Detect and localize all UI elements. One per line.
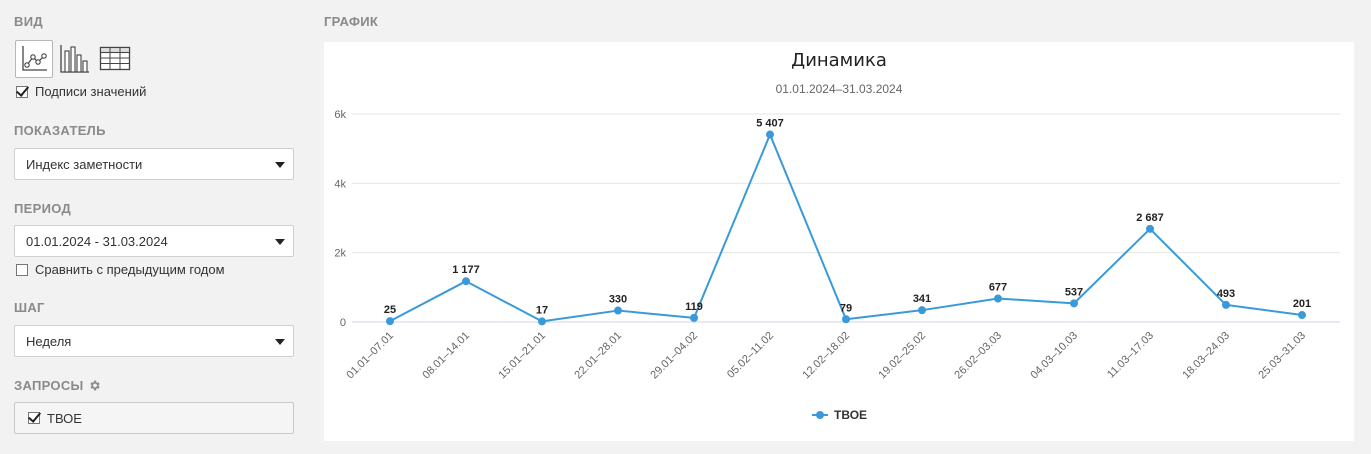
line-chart-view-button[interactable] [15, 40, 53, 78]
view-section-label: ВИД [14, 14, 43, 29]
data-point [766, 130, 774, 139]
metric-select[interactable]: Индекс заметности [14, 148, 294, 180]
query-item-checkbox[interactable] [28, 412, 40, 424]
value-labels-toggle[interactable]: Подписи значений [16, 84, 146, 99]
data-label: 201 [1293, 298, 1311, 310]
x-tick-label: 04.03–10.03 [1028, 330, 1080, 382]
metric-select-value: Индекс заметности [26, 156, 143, 172]
data-point [1222, 300, 1230, 309]
metric-section-label: ПОКАЗАТЕЛЬ [14, 123, 106, 138]
chevron-down-icon [275, 339, 285, 345]
line-chart: 0 2k 4k 6k 01.01–07.01 08.01–14.01 15.01–21.01… [334, 109, 1340, 422]
bar-chart-icon [60, 45, 89, 73]
queries-section-label: ЗАПРОСЫ [14, 378, 101, 393]
x-tick-label: 22.01–28.01 [572, 330, 624, 382]
y-tick-label: 4k [334, 178, 346, 190]
data-point [538, 317, 546, 326]
x-tick-label: 15.01–21.01 [496, 330, 548, 382]
data-label: 1 177 [452, 264, 480, 276]
chevron-down-icon [275, 162, 285, 168]
compare-previous-year-toggle[interactable]: Сравнить с предыдущим годом [16, 262, 225, 277]
y-tick-label: 6k [334, 109, 346, 121]
data-point [994, 294, 1002, 303]
data-label: 79 [840, 302, 852, 314]
period-section-label: ПЕРИОД [14, 201, 72, 216]
data-label: 493 [1217, 288, 1235, 300]
chart-panel: Динамика 01.01.2024–31.03.2024 0 2k 4k 6k 01… [324, 42, 1354, 441]
chart-section-label: ГРАФИК [324, 14, 379, 29]
x-tick-label: 01.01–07.01 [344, 330, 396, 382]
data-label: 341 [913, 293, 931, 305]
x-tick-label: 29.01–04.02 [648, 330, 700, 382]
x-tick-label: 11.03–17.03 [1105, 330, 1156, 381]
compare-previous-year-checkbox[interactable] [16, 263, 28, 276]
x-tick-label: 26.02–03.03 [952, 330, 1004, 382]
data-point [918, 306, 926, 315]
step-select[interactable]: Неделя [14, 325, 294, 357]
value-labels-checkbox-label: Подписи значений [35, 84, 147, 99]
data-label: 537 [1065, 286, 1083, 298]
table-icon [99, 46, 131, 71]
line-chart-icon [22, 46, 47, 71]
x-tick-label: 18.03–24.03 [1180, 330, 1232, 382]
step-section-label: ШАГ [14, 300, 45, 315]
queries-section-label-text: ЗАПРОСЫ [14, 378, 84, 393]
y-tick-label: 0 [340, 317, 346, 329]
data-point [462, 277, 470, 286]
y-tick-label: 2k [334, 248, 346, 260]
query-item-label: ТВОЕ [47, 410, 82, 426]
data-point [690, 313, 698, 322]
period-select-value: 01.01.2024 - 31.03.2024 [26, 233, 168, 249]
data-label: 677 [989, 282, 1007, 294]
bar-chart-view-button[interactable] [55, 40, 93, 78]
legend-label[interactable]: ТВОЕ [834, 408, 867, 422]
data-label: 330 [609, 294, 627, 306]
data-point [1298, 311, 1306, 320]
chevron-down-icon [275, 239, 285, 245]
data-point [1146, 224, 1154, 233]
step-select-value: Неделя [26, 333, 72, 349]
x-tick-label: 05.02–11.02 [725, 330, 776, 381]
x-tick-label: 25.03–31.03 [1256, 330, 1308, 382]
chart-title: Динамика [791, 50, 887, 71]
legend-marker [816, 411, 824, 419]
data-label: 25 [384, 304, 396, 316]
query-item[interactable]: ТВОЕ [14, 402, 294, 434]
data-label: 119 [685, 301, 703, 313]
x-tick-label: 12.02–18.02 [800, 330, 852, 382]
data-point [1070, 299, 1078, 308]
table-view-button[interactable] [96, 40, 134, 78]
data-point [386, 317, 394, 326]
data-point [614, 306, 622, 315]
data-label: 5 407 [756, 118, 784, 130]
chart-subtitle: 01.01.2024–31.03.2024 [775, 82, 903, 96]
series-line [389, 133, 1303, 323]
x-tick-label: 19.02–25.02 [876, 330, 928, 382]
period-select[interactable]: 01.01.2024 - 31.03.2024 [14, 225, 294, 257]
data-label: 2 687 [1136, 212, 1164, 224]
value-labels-checkbox[interactable] [16, 85, 28, 98]
gear-icon[interactable] [88, 379, 101, 392]
x-tick-label: 08.01–14.01 [420, 330, 472, 382]
data-point [842, 315, 850, 324]
data-label: 17 [536, 304, 548, 316]
compare-previous-year-label: Сравнить с предыдущим годом [35, 262, 225, 277]
